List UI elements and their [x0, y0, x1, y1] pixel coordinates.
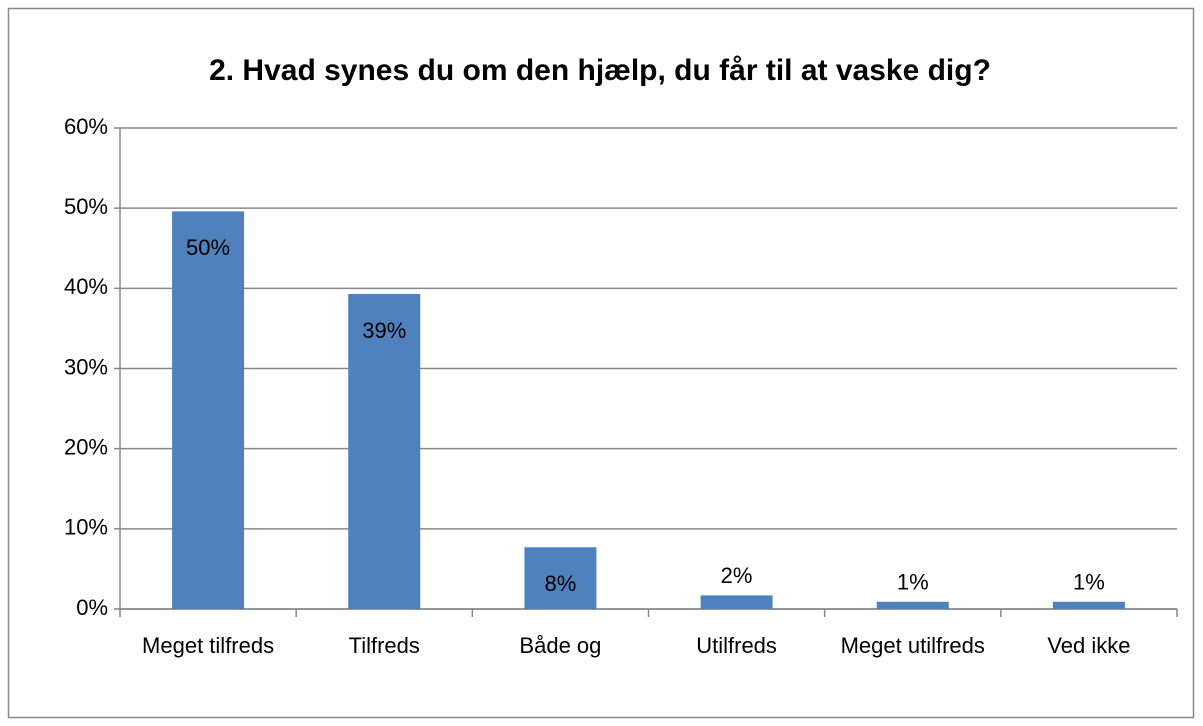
- bar: [876, 601, 949, 609]
- y-tick-label: 30%: [64, 354, 108, 379]
- x-tick-label: Både og: [519, 633, 602, 658]
- bar: [348, 293, 421, 609]
- x-tick-label: Meget utilfreds: [840, 633, 985, 658]
- x-tick-label: Tilfreds: [348, 633, 420, 658]
- y-tick-label: 60%: [64, 114, 108, 139]
- bar: [1052, 601, 1125, 609]
- bar: [700, 595, 773, 609]
- y-tick-label: 50%: [64, 194, 108, 219]
- data-label: 1%: [897, 570, 929, 595]
- y-tick-label: 0%: [76, 595, 108, 620]
- data-label: 39%: [362, 318, 406, 343]
- data-label: 8%: [545, 571, 577, 596]
- y-tick-label: 40%: [64, 274, 108, 299]
- data-label: 50%: [186, 235, 230, 260]
- x-tick-label: Ved ikke: [1047, 633, 1131, 658]
- y-tick-label: 20%: [64, 434, 108, 459]
- y-tick-label: 10%: [64, 515, 108, 540]
- chart-title: 2. Hvad synes du om den hjælp, du får ti…: [209, 54, 991, 87]
- data-label: 1%: [1073, 570, 1105, 595]
- bar: [524, 547, 597, 609]
- data-label: 2%: [721, 563, 753, 588]
- x-tick-label: Meget tilfreds: [142, 633, 275, 658]
- x-tick-label: Utilfreds: [696, 633, 777, 658]
- bar: [172, 211, 245, 609]
